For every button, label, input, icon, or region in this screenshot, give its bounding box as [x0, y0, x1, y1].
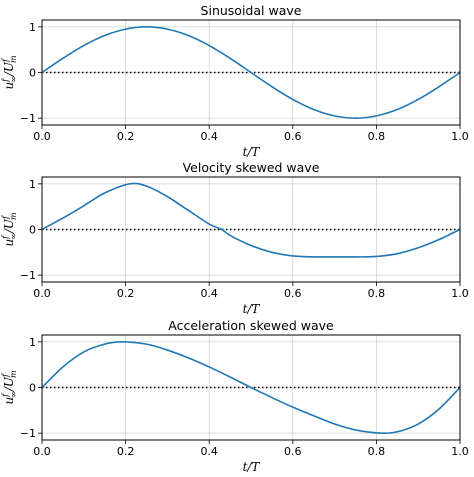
series-line	[41, 26, 461, 119]
x-tick-label: 0.8	[368, 287, 386, 300]
series-line	[41, 341, 461, 435]
y-tick-label: 0	[29, 224, 36, 237]
x-tick-label: 1.0	[451, 445, 469, 458]
x-tick-label: 0.6	[284, 130, 302, 143]
y-axis-label: uf∞/Ufm	[1, 55, 18, 90]
x-tick-label: 0.4	[200, 445, 218, 458]
x-tick-label: 0.2	[117, 445, 135, 458]
y-tick-label: 1	[29, 21, 36, 34]
y-tick-label: 1	[29, 178, 36, 191]
x-tick-label: 0.0	[33, 287, 51, 300]
panel-3: Acceleration skewed wave 0.0 0.2 0.4 0.6 0.8 1…	[1, 318, 469, 474]
x-tick-label: 0.8	[368, 445, 386, 458]
x-tick-label: 1.0	[451, 130, 469, 143]
x-tick-label: 0.6	[284, 445, 302, 458]
y-tick-label: 0	[29, 67, 36, 80]
chart-title: Sinusoidal wave	[201, 3, 302, 18]
x-axis-label: t/T	[243, 460, 261, 474]
x-tick-label: 1.0	[451, 287, 469, 300]
y-axis-label: uf∞/Ufm	[1, 370, 18, 405]
x-tick-label: 0.6	[284, 287, 302, 300]
series-line	[41, 182, 461, 258]
y-axis-label: uf∞/Ufm	[1, 212, 18, 247]
x-axis-label: t/T	[243, 145, 261, 159]
x-tick-label: 0.4	[200, 130, 218, 143]
chart-title: Velocity skewed wave	[183, 160, 320, 175]
x-tick-label: 0.0	[33, 445, 51, 458]
x-tick-label: 0.2	[117, 287, 135, 300]
y-tick-label: −1	[20, 112, 36, 125]
y-tick-label: −1	[20, 427, 36, 440]
x-tick-label: 0.0	[33, 130, 51, 143]
y-tick-label: −1	[20, 269, 36, 282]
x-axis-label: t/T	[243, 302, 261, 316]
panel-2: Velocity skewed wave 0.0 0.2 0.4 0.6 0.8 1.0 −1…	[1, 160, 469, 316]
y-tick-label: 0	[29, 382, 36, 395]
x-tick-label: 0.2	[117, 130, 135, 143]
panel-1: Sinusoidal wave 0.0 0.2 0.4 0.6 0.8 1.0 −1 0 1 t/T…	[1, 3, 469, 159]
chart-title: Acceleration skewed wave	[168, 318, 334, 333]
y-tick-label: 1	[29, 336, 36, 349]
x-tick-label: 0.8	[368, 130, 386, 143]
x-tick-label: 0.4	[200, 287, 218, 300]
